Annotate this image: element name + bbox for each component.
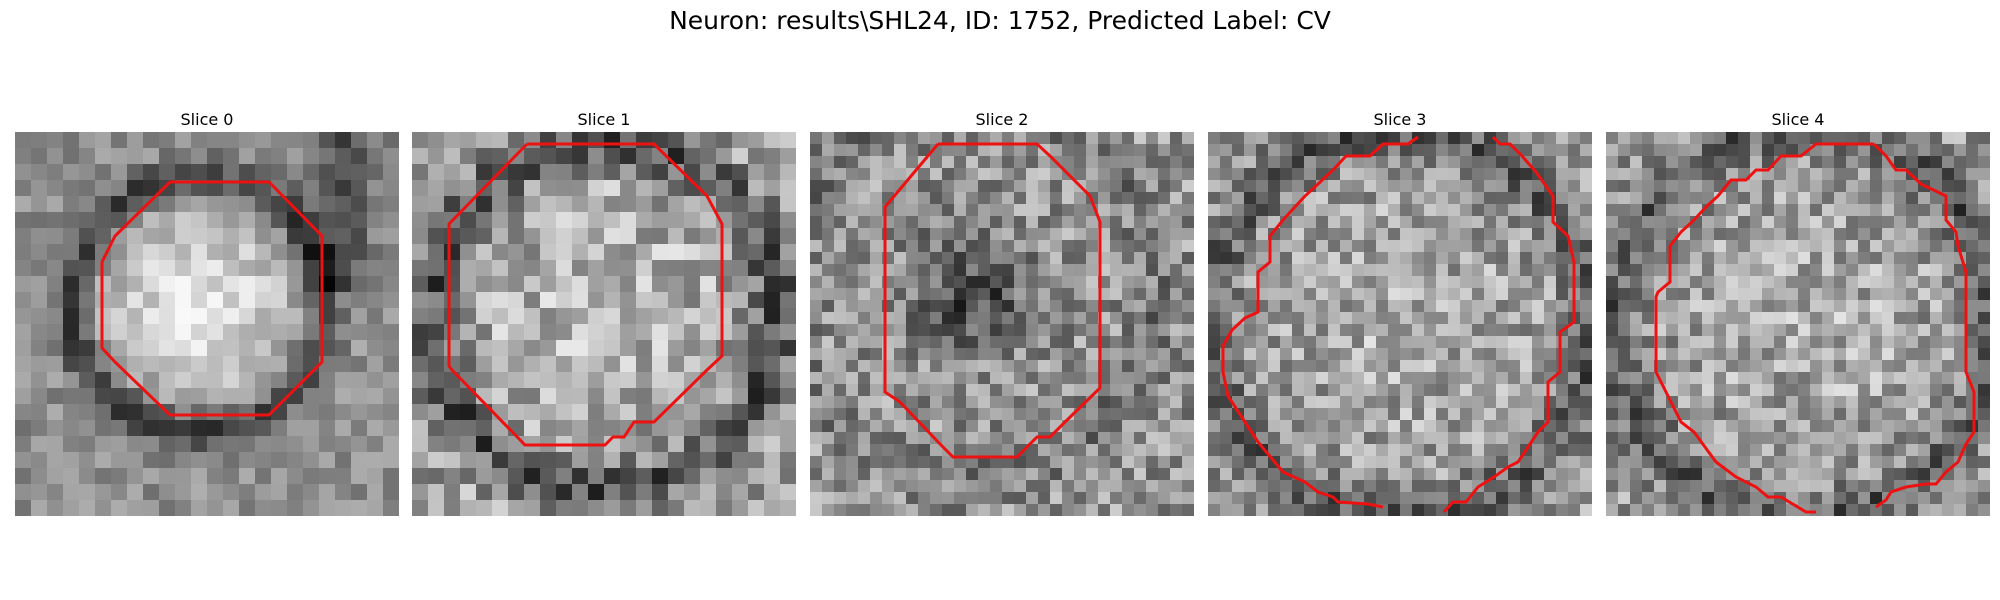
slice-panel-4: Slice 4 xyxy=(1606,108,1990,516)
slice-image xyxy=(1208,132,1592,516)
slice-title: Slice 4 xyxy=(1606,108,1990,132)
slice-image xyxy=(810,132,1194,516)
slice-panel-0: Slice 0 xyxy=(15,108,399,516)
slice-title: Slice 2 xyxy=(810,108,1194,132)
slice-image xyxy=(412,132,796,516)
grayscale-pixels xyxy=(412,132,796,516)
slice-panel-1: Slice 1 xyxy=(412,108,796,516)
figure-title: Neuron: results\SHL24, ID: 1752, Predict… xyxy=(0,6,2000,35)
slice-title: Slice 3 xyxy=(1208,108,1592,132)
slice-title: Slice 1 xyxy=(412,108,796,132)
slice-image xyxy=(15,132,399,516)
slice-panel-3: Slice 3 xyxy=(1208,108,1592,516)
slice-title: Slice 0 xyxy=(15,108,399,132)
grayscale-pixels xyxy=(15,132,399,516)
slice-panel-2: Slice 2 xyxy=(810,108,1194,516)
grayscale-pixels xyxy=(1208,132,1592,516)
slice-image xyxy=(1606,132,1990,516)
